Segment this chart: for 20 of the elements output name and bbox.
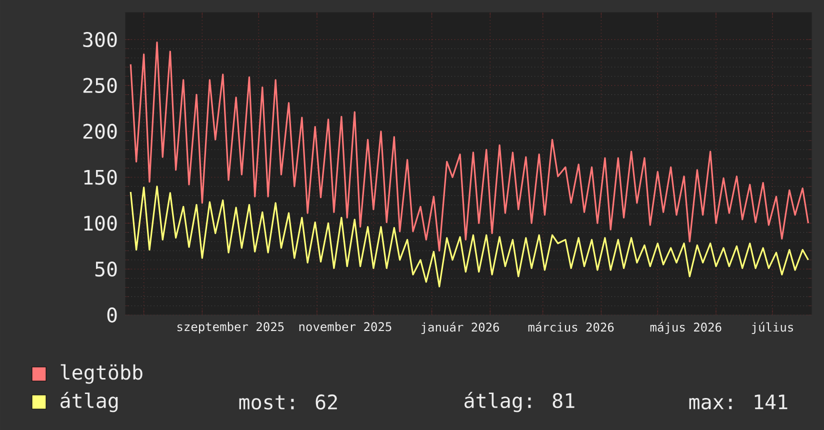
text: max: 141 [689, 394, 788, 410]
x-tick-label: november 2025 [299, 322, 392, 332]
legend-label: átlag [60, 392, 118, 412]
y-tick-label: 150 [84, 170, 117, 185]
y-tick-label: 50 [95, 262, 117, 277]
text: átlag: 81 [464, 392, 574, 412]
y-tick-label: 300 [83, 32, 117, 48]
x-tick-label: július [752, 322, 793, 334]
y-tick-label: 0 [107, 307, 117, 323]
x-tick-label: január 2026 [421, 322, 499, 334]
legend-label: legtöbb [60, 364, 142, 384]
x-tick-label: szeptember 2025 [177, 322, 284, 334]
y-tick-label: 200 [83, 124, 117, 139]
x-tick-label: május 2026 [650, 322, 722, 334]
y-tick-label: 100 [84, 216, 117, 231]
line-series [130, 186, 810, 288]
y-tick-label: 250 [83, 78, 117, 94]
text: most: 62 [239, 394, 337, 410]
x-tick-label: március 2026 [528, 322, 614, 332]
line-series [130, 42, 810, 252]
